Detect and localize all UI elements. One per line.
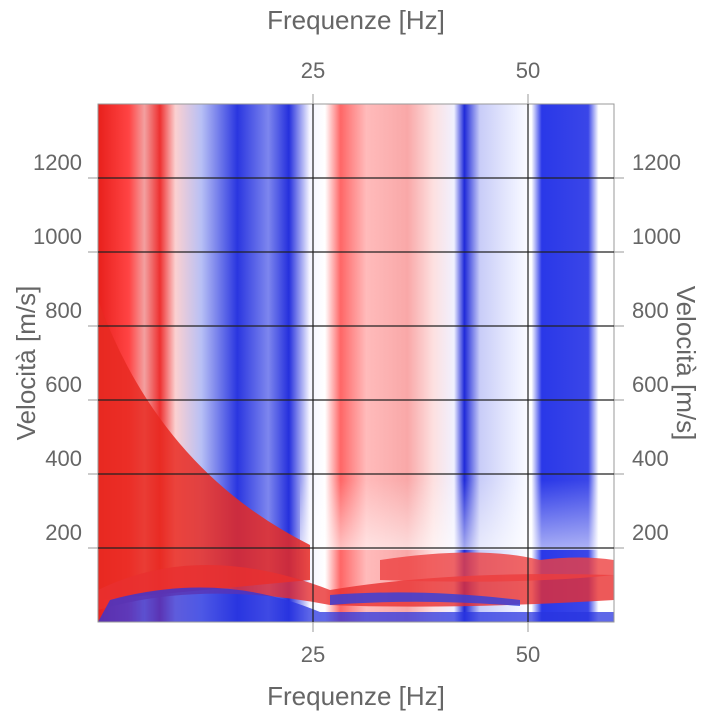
y-tick-label: 800 (45, 298, 82, 323)
y-tick-label: 800 (632, 298, 669, 323)
y-axis-title-right: Velocità [m/s] (671, 286, 701, 441)
x-axis-title-top: Frequenze [Hz] (267, 5, 445, 35)
y-axis-title-left: Velocità [m/s] (11, 286, 41, 441)
x-axis-title-bottom: Frequenze [Hz] (267, 681, 445, 711)
heatmap (98, 104, 614, 622)
y-tick-label: 1200 (632, 150, 681, 175)
y-tick-label: 400 (45, 446, 82, 471)
y-tick-label: 400 (632, 446, 669, 471)
x-tick-label: 25 (301, 58, 325, 83)
y-tick-label: 600 (45, 372, 82, 397)
y-tick-label: 200 (632, 520, 669, 545)
x-tick-label: 25 (301, 642, 325, 667)
plot-frame (97, 103, 615, 623)
y-tick-label: 200 (45, 520, 82, 545)
y-tick-label: 1000 (33, 224, 82, 249)
y-tick-label: 600 (632, 372, 669, 397)
x-tick-label: 50 (516, 642, 540, 667)
x-tick-label: 50 (516, 58, 540, 83)
y-tick-label: 1200 (33, 150, 82, 175)
y-tick-label: 1000 (632, 224, 681, 249)
